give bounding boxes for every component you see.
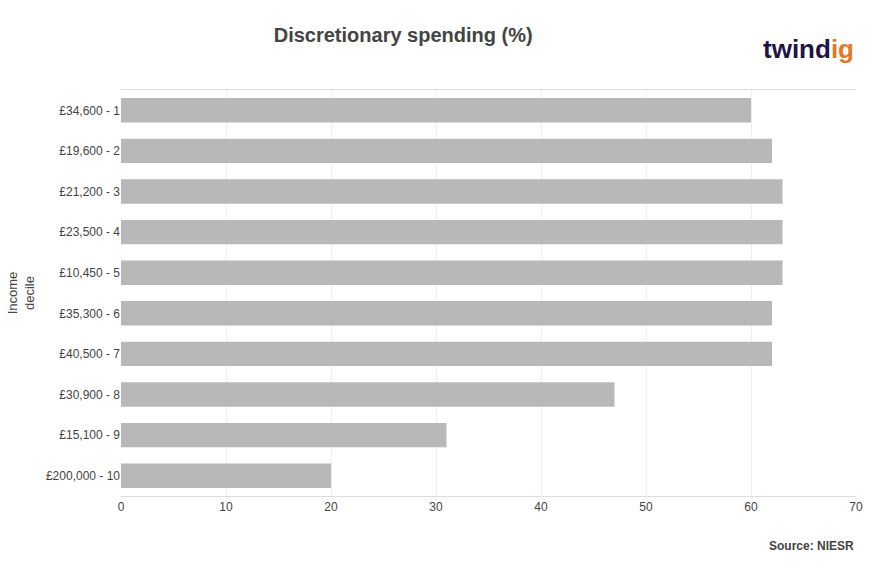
svg-text:£10,450 - 5: £10,450 - 5 bbox=[59, 266, 120, 280]
svg-text:£15,100 - 9: £15,100 - 9 bbox=[59, 428, 120, 442]
svg-text:10: 10 bbox=[219, 500, 233, 514]
svg-text:60: 60 bbox=[744, 500, 758, 514]
svg-text:£21,200 - 3: £21,200 - 3 bbox=[59, 185, 120, 199]
svg-text:Discretionary spending (%): Discretionary spending (%) bbox=[274, 24, 533, 46]
svg-text:Incomedecile: Incomedecile bbox=[5, 272, 37, 315]
svg-text:£30,900 - 8: £30,900 - 8 bbox=[59, 388, 120, 402]
svg-text:30: 30 bbox=[429, 500, 443, 514]
svg-text:50: 50 bbox=[639, 500, 653, 514]
svg-text:£35,300 - 6: £35,300 - 6 bbox=[59, 307, 120, 321]
svg-text:20: 20 bbox=[324, 500, 338, 514]
svg-text:Source: NIESR: Source: NIESR bbox=[769, 539, 854, 553]
svg-text:£40,500 - 7: £40,500 - 7 bbox=[59, 347, 120, 361]
svg-text:0: 0 bbox=[118, 500, 125, 514]
svg-text:twindig: twindig bbox=[763, 34, 854, 64]
svg-text:70: 70 bbox=[849, 500, 863, 514]
svg-text:£19,600 - 2: £19,600 - 2 bbox=[59, 144, 120, 158]
svg-text:£200,000 - 10: £200,000 - 10 bbox=[46, 469, 120, 483]
svg-text:40: 40 bbox=[534, 500, 548, 514]
svg-text:£23,500 - 4: £23,500 - 4 bbox=[59, 225, 120, 239]
svg-text:£34,600 - 1: £34,600 - 1 bbox=[59, 104, 120, 118]
